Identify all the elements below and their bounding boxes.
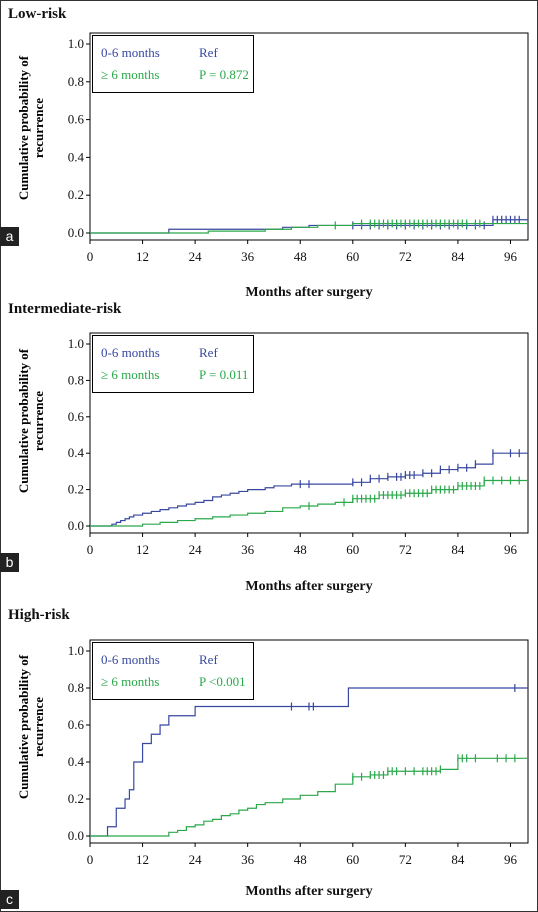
legend-series-stat: Ref xyxy=(199,345,218,360)
x-tick-label: 12 xyxy=(136,249,149,264)
panel-a-title: Low-risk xyxy=(8,6,67,22)
x-tick-label: 36 xyxy=(241,852,255,867)
legend-series-stat: Ref xyxy=(199,45,218,60)
legend-series-name: 0-6 months xyxy=(101,345,160,360)
x-tick-label: 84 xyxy=(451,249,465,264)
legend-series-stat: P = 0.872 xyxy=(199,67,249,82)
x-tick-label: 72 xyxy=(399,852,412,867)
y-tick-label: 0.8 xyxy=(68,74,84,89)
panel-b-plot: 0.0 0.2 0.4 0.6 0.8 1.0 0 12 24 36 48 60 72 84 96 Month… xyxy=(68,332,529,594)
x-tick-label: 0 xyxy=(87,542,94,557)
y-tick-label: 0.0 xyxy=(68,225,84,240)
x-tick-label: 12 xyxy=(136,542,149,557)
panel-a-badge: a xyxy=(0,227,19,246)
panel-c-legend: 0-6 months Ref ≥ 6 months P <0.001 xyxy=(92,642,254,700)
legend-series-name: ≥ 6 months xyxy=(101,67,160,82)
y-tick-label: 0.0 xyxy=(68,828,84,843)
legend-series-stat: Ref xyxy=(199,652,218,667)
x-tick-label: 24 xyxy=(189,542,203,557)
legend-series-name: 0-6 months xyxy=(101,45,160,60)
x-axis-label: Months after surgery xyxy=(245,285,372,300)
series-line xyxy=(90,757,528,837)
panel-c-badge: c xyxy=(0,890,19,909)
y-tick-label: 0.8 xyxy=(68,680,84,695)
y-tick-label: 0.4 xyxy=(68,149,85,164)
legend-series-name: ≥ 6 months xyxy=(101,674,160,689)
panel-b-title: Intermediate-risk xyxy=(8,301,122,317)
y-tick-label: 0.6 xyxy=(68,409,85,424)
x-tick-label: 48 xyxy=(294,249,307,264)
x-tick-label: 24 xyxy=(189,852,203,867)
x-tick-label: 96 xyxy=(504,542,518,557)
x-tick-label: 48 xyxy=(294,852,307,867)
x-tick-label: 72 xyxy=(399,542,412,557)
legend-series-stat: P <0.001 xyxy=(199,674,246,689)
x-tick-label: 60 xyxy=(346,249,359,264)
y-tick-label: 0.4 xyxy=(68,754,85,769)
y-tick-label: 0.0 xyxy=(68,518,84,533)
y-tick-label: 1.0 xyxy=(68,36,84,51)
x-tick-label: 72 xyxy=(399,249,412,264)
x-tick-label: 96 xyxy=(504,249,518,264)
panel-a-plot: 0.0 0.2 0.4 0.6 0.8 1.0 0 12 24 36 48 60 72 84 96 Month… xyxy=(68,32,529,300)
y-tick-label: 0.2 xyxy=(68,791,84,806)
x-tick-label: 84 xyxy=(451,542,465,557)
y-tick-label: 0.8 xyxy=(68,372,84,387)
legend-series-name: 0-6 months xyxy=(101,652,160,667)
x-tick-label: 60 xyxy=(346,852,359,867)
plot-area-frame xyxy=(89,639,529,844)
panel-c-plot: 0.0 0.2 0.4 0.6 0.8 1.0 0 12 24 36 48 60 72 84 96 Month… xyxy=(68,639,529,899)
x-tick-label: 48 xyxy=(294,542,307,557)
x-tick-label: 96 xyxy=(504,852,518,867)
series-line xyxy=(90,687,528,837)
y-tick-label: 0.2 xyxy=(68,187,84,202)
x-tick-label: 12 xyxy=(136,852,149,867)
panel-b-badge: b xyxy=(0,553,19,572)
y-tick-label: 0.2 xyxy=(68,482,84,497)
y-tick-label: 1.0 xyxy=(68,643,84,658)
x-tick-label: 36 xyxy=(241,542,255,557)
x-tick-label: 60 xyxy=(346,542,359,557)
x-axis-label: Months after surgery xyxy=(245,884,372,899)
panel-b-legend: 0-6 months Ref ≥ 6 months P = 0.011 xyxy=(92,335,254,393)
x-tick-label: 24 xyxy=(189,249,203,264)
x-tick-label: 0 xyxy=(87,249,94,264)
plot-area-frame xyxy=(89,332,529,534)
x-tick-label: 84 xyxy=(451,852,465,867)
series-line xyxy=(90,222,528,234)
x-tick-label: 36 xyxy=(241,249,255,264)
y-tick-label: 0.4 xyxy=(68,445,85,460)
x-tick-label: 0 xyxy=(87,852,94,867)
y-tick-label: 0.6 xyxy=(68,112,85,127)
y-tick-label: 1.0 xyxy=(68,336,84,351)
panel-a-legend: 0-6 months Ref ≥ 6 months P = 0.872 xyxy=(92,35,254,93)
legend-series-name: ≥ 6 months xyxy=(101,367,160,382)
panel-c-title: High-risk xyxy=(8,607,70,623)
legend-series-stat: P = 0.011 xyxy=(199,367,249,382)
plot-area-frame xyxy=(89,32,529,241)
y-tick-label: 0.6 xyxy=(68,717,85,732)
x-axis-label: Months after surgery xyxy=(245,579,372,594)
